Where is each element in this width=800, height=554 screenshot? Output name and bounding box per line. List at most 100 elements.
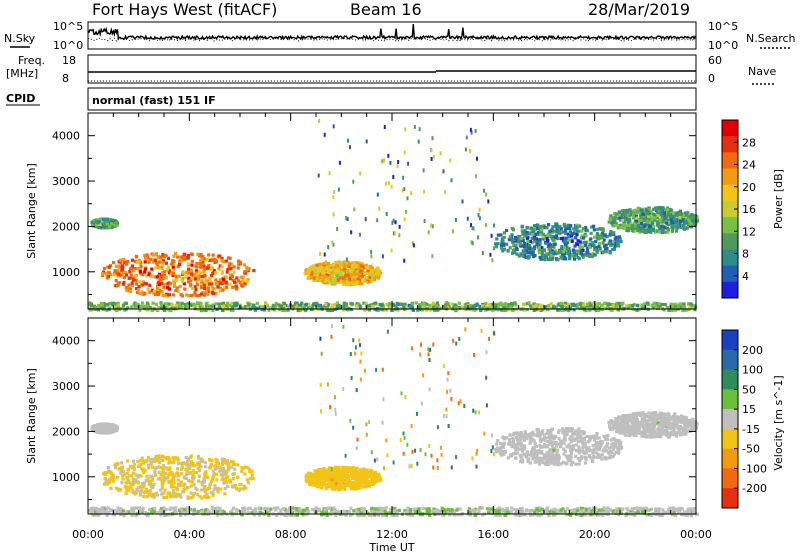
range-gate-cell [108, 218, 112, 222]
range-gate-cell [352, 481, 356, 485]
range-gate-cell [208, 306, 212, 310]
range-gate-cell [673, 224, 677, 228]
range-gate-cell [342, 484, 346, 489]
range-gate-cell [203, 461, 207, 465]
range-gate-cell [539, 233, 543, 237]
range-gate-cell [536, 226, 540, 230]
range-gate-cell [525, 230, 529, 235]
range-gate-cell [376, 218, 379, 223]
range-gate-cell [186, 479, 191, 483]
range-gate-cell [221, 474, 225, 478]
range-gate-cell [163, 478, 167, 482]
range-gate-cell [356, 473, 360, 477]
range-gate-cell [656, 213, 660, 217]
range-gate-cell [150, 274, 154, 278]
range-gate-cell [274, 301, 278, 306]
range-gate-cell [390, 308, 394, 312]
range-gate-cell [220, 256, 224, 261]
range-gate-cell [548, 306, 553, 310]
range-gate-cell [693, 308, 697, 312]
range-gate-cell [681, 224, 685, 228]
range-gate-cell [158, 457, 162, 461]
range-gate-cell [549, 234, 553, 238]
range-gate-cell [670, 221, 675, 225]
freq-tick-top: 18 [62, 54, 76, 67]
range-gate-cell [533, 237, 537, 241]
range-gate-cell [355, 270, 359, 274]
range-gate-cell [574, 253, 578, 257]
range-gate-cell [147, 273, 151, 277]
range-gate-cell [336, 267, 340, 271]
range-gate-cell [339, 272, 343, 276]
range-gate-cell [226, 465, 231, 469]
range-gate-cell [105, 471, 109, 475]
range-gate-cell [336, 263, 340, 267]
range-gate-cell [132, 481, 137, 485]
range-gate-cell [362, 301, 366, 305]
range-gate-cell [169, 494, 173, 498]
range-gate-cell [232, 285, 236, 289]
range-gate-cell [135, 487, 139, 492]
range-gate-cell [218, 288, 222, 292]
range-gate-cell [655, 220, 659, 224]
range-gate-cell [176, 467, 180, 471]
range-gate-cell [615, 238, 620, 242]
range-gate-cell [231, 460, 235, 464]
range-gate-cell [185, 461, 189, 465]
range-gate-cell [184, 476, 188, 481]
range-gate-cell [224, 478, 228, 482]
range-gate-cell [154, 258, 158, 262]
range-gate-cell [592, 228, 596, 232]
range-gate-cell [680, 212, 684, 216]
range-gate-cell [635, 225, 639, 229]
range-gate-cell [657, 302, 661, 306]
range-gate-cell [163, 471, 167, 475]
range-gate-cell [294, 301, 298, 305]
range-gate-cell [200, 257, 204, 261]
range-gate-cell [678, 215, 682, 220]
range-gate-cell [369, 303, 373, 307]
range-gate-cell [207, 263, 211, 268]
range-gate-cell [643, 302, 647, 306]
range-gate-cell [258, 305, 262, 309]
range-gate-cell [190, 269, 194, 273]
range-gate-cell [218, 264, 222, 268]
range-gate-cell [321, 469, 325, 473]
range-gate-cell [326, 262, 330, 266]
range-gate-cell [187, 280, 191, 284]
range-gate-cell [180, 256, 185, 260]
range-gate-cell [632, 209, 636, 213]
range-gate-cell [110, 474, 114, 478]
range-gate-cell [158, 288, 162, 292]
range-gate-cell [336, 278, 340, 282]
range-gate-cell [235, 276, 239, 280]
range-gate-cell [361, 269, 365, 273]
range-gate-cell [175, 286, 179, 290]
range-gate-cell [583, 253, 587, 257]
range-gate-cell [318, 118, 321, 123]
range-gate-cell [203, 485, 207, 489]
range-gate-cell [591, 254, 595, 259]
range-gate-cell [625, 208, 629, 212]
range-gate-cell [552, 242, 557, 246]
range-gate-cell [589, 303, 593, 308]
range-gate-cell [360, 281, 364, 285]
range-gate-cell [361, 267, 365, 271]
range-gate-cell [593, 305, 597, 309]
range-gate-cell [176, 265, 180, 269]
range-gate-cell [199, 488, 204, 492]
range-gate-cell [198, 495, 202, 499]
range-gate-cell [136, 266, 141, 270]
range-gate-cell [673, 214, 677, 218]
range-gate-cell [128, 288, 133, 292]
range-gate-cell [510, 239, 514, 243]
range-gate-cell [166, 282, 170, 286]
range-gate-cell [511, 251, 515, 255]
range-gate-cell [354, 267, 358, 271]
range-gate-cell [560, 305, 564, 309]
range-gate-cell [366, 268, 370, 273]
range-gate-cell [328, 171, 331, 176]
range-gate-cell [649, 227, 653, 231]
range-gate-cell [283, 309, 287, 313]
range-gate-cell [204, 303, 208, 307]
